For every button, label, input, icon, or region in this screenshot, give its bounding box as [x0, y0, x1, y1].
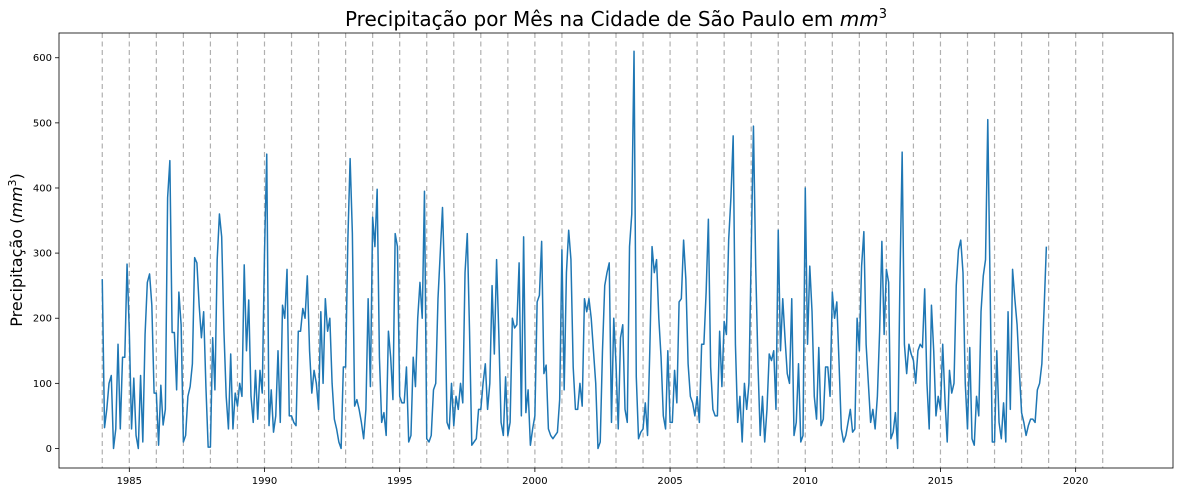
x-tick-label: 1995 [387, 476, 412, 487]
y-axis-label-text: Precipitação ( [7, 218, 26, 327]
x-axis: 1985 1990 1995 2000 2005 2010 2015 2020 [117, 468, 1088, 487]
x-tick-label: 2000 [522, 476, 547, 487]
x-tick-label: 2005 [657, 476, 682, 487]
plot-frame [58, 32, 1174, 469]
y-axis-label-close: ) [7, 173, 26, 179]
y-axis: 0 100 200 300 400 500 600 [33, 53, 59, 455]
y-tick-label: 200 [33, 314, 52, 325]
chart-title-text: Precipitação por Mês na Cidade de São Pa… [345, 7, 840, 31]
chart-title-unit: mm [840, 7, 879, 31]
vertical-year-lines [101, 33, 1104, 468]
chart-title-exponent: 3 [879, 7, 887, 22]
y-axis-label-unit: mm [7, 187, 26, 218]
series-group [101, 50, 1048, 450]
y-axis-label-exponent: 3 [6, 180, 19, 187]
y-tick-label: 400 [33, 183, 52, 194]
x-tick-label: 1990 [252, 476, 277, 487]
y-tick-label: 300 [33, 249, 52, 260]
x-tick-label: 2020 [1063, 476, 1088, 487]
y-tick-label: 600 [33, 53, 52, 64]
y-tick-label: 500 [33, 118, 52, 129]
chart-title: Precipitação por Mês na Cidade de São Pa… [345, 7, 887, 31]
x-tick-label: 2015 [928, 476, 953, 487]
y-axis-label: Precipitação (mm3) [6, 173, 26, 327]
y-tick-label: 100 [33, 379, 52, 390]
x-tick-label: 2010 [793, 476, 818, 487]
x-tick-label: 1985 [117, 476, 142, 487]
y-tick-label: 0 [46, 444, 52, 455]
precipitation-series-line [101, 50, 1048, 450]
